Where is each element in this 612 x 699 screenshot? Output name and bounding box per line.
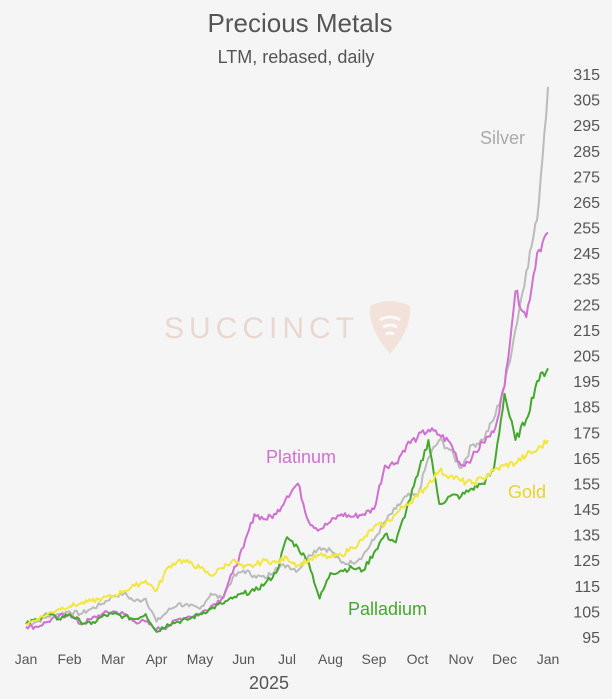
series-line-gold [25, 439, 549, 626]
y-tick-label: 95 [582, 630, 600, 647]
series-line-silver [25, 86, 549, 626]
y-tick-label: 305 [573, 93, 600, 110]
x-tick-label: Nov [449, 651, 474, 667]
x-tick-label: May [187, 651, 213, 667]
watermark: SUCCINCT [164, 301, 411, 354]
series-layer [25, 86, 549, 633]
y-tick-label: 105 [573, 604, 600, 621]
y-tick-label: 185 [573, 400, 600, 417]
y-tick-label: 215 [573, 323, 600, 340]
y-tick-label: 265 [573, 195, 600, 212]
x-tick-label: Dec [492, 651, 517, 667]
y-tick-label: 145 [573, 502, 600, 519]
y-tick-label: 155 [573, 476, 600, 493]
series-label-palladium: Palladium [348, 599, 427, 619]
watermark-logo-icon [369, 301, 411, 354]
y-tick-label: 315 [573, 67, 600, 84]
y-tick-label: 115 [574, 579, 600, 596]
chart-subtitle: LTM, rebased, daily [218, 47, 375, 67]
y-tick-label: 225 [573, 297, 600, 314]
chart-title: Precious Metals [208, 8, 393, 38]
x-tick-label: Mar [101, 651, 125, 667]
y-tick-label: 245 [573, 246, 600, 263]
series-label-platinum: Platinum [266, 447, 336, 467]
x-tick-label: Apr [146, 651, 168, 667]
y-tick-label: 235 [573, 272, 600, 289]
series-line-palladium [25, 367, 549, 633]
y-tick-label: 295 [573, 118, 600, 135]
x-tick-label: Feb [57, 651, 81, 667]
series-label-gold: Gold [508, 482, 546, 502]
y-tick-label: 205 [573, 349, 600, 366]
y-tick-label: 175 [573, 425, 600, 442]
y-tick-label: 285 [573, 144, 600, 161]
x-tick-label: Jan [537, 651, 560, 667]
x-tick-label: Jul [278, 651, 296, 667]
x-axis: Jan Feb Mar Apr May Jun Jul Aug Sep Oct Nov Dec Jan [15, 651, 560, 667]
y-axis: 95 105 115 125 135 145 155 165 175 185 195 205 215 22… [573, 67, 600, 647]
x-tick-label: Jun [232, 651, 255, 667]
x-tick-label: Oct [407, 651, 429, 667]
x-tick-label: Sep [362, 651, 387, 667]
y-tick-label: 165 [573, 451, 600, 468]
y-tick-label: 255 [573, 221, 600, 238]
x-tick-label: Jan [15, 651, 38, 667]
y-tick-label: 135 [573, 528, 600, 545]
y-tick-label: 275 [573, 169, 600, 186]
y-tick-label: 125 [573, 553, 600, 570]
x-axis-label: 2025 [249, 673, 289, 693]
y-tick-label: 195 [573, 374, 600, 391]
series-label-silver: Silver [480, 128, 525, 148]
watermark-text: SUCCINCT [164, 312, 359, 345]
series-line-platinum [25, 231, 549, 631]
x-tick-label: Aug [318, 651, 343, 667]
